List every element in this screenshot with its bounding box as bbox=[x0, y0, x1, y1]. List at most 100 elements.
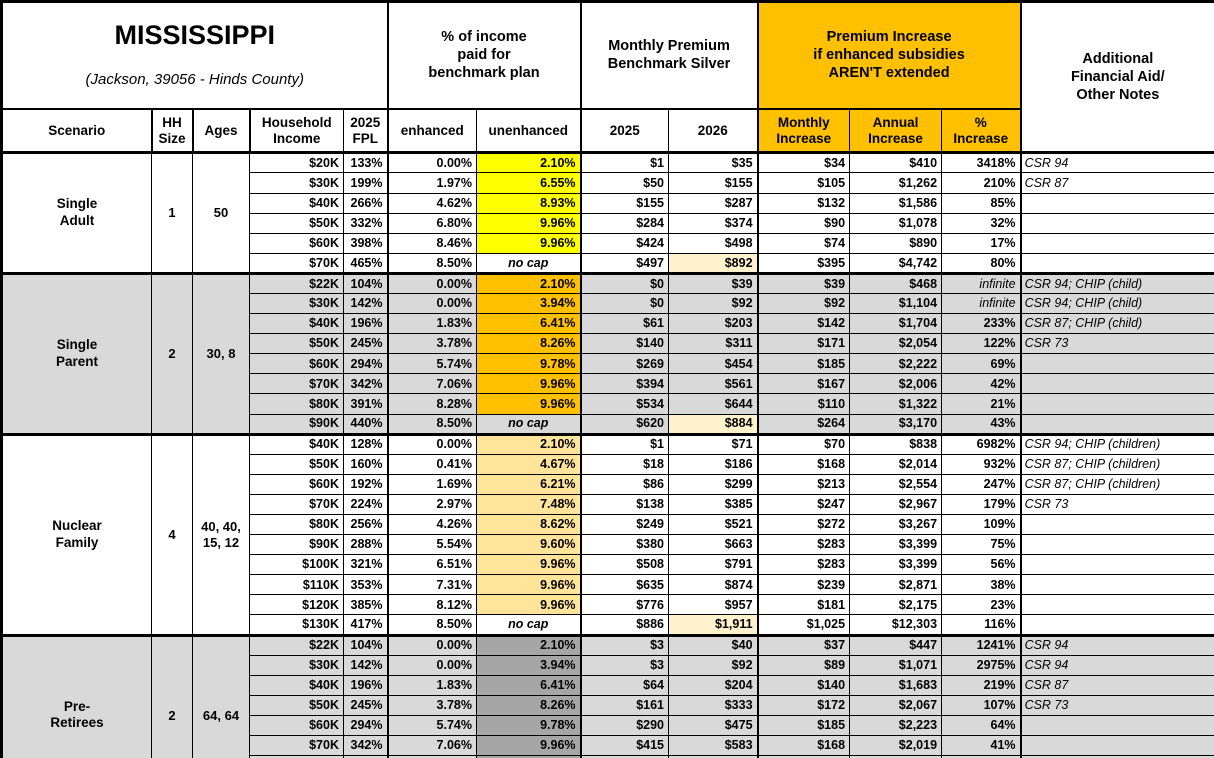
annual-cell: $1,078 bbox=[849, 212, 943, 234]
annual-cell: $2,067 bbox=[849, 694, 943, 716]
p2025-cell: $64 bbox=[579, 674, 670, 696]
annual-cell: $468 bbox=[849, 271, 943, 294]
monthly-cell: $283 bbox=[756, 534, 851, 556]
data-row: $80K 391% 8.28% 9.96% $534 $644 $110 $1,322 21% bbox=[1, 393, 1214, 415]
annual-cell: $2,871 bbox=[849, 574, 943, 596]
data-row: Pre- Retirees 2 64, 64 $22K 104% 0.00% 2.10% $3… bbox=[1, 633, 1214, 758]
monthly-cell: $168 bbox=[756, 735, 851, 757]
unenhanced-cell: 9.96% bbox=[475, 594, 582, 616]
income-cell: $30K bbox=[249, 654, 344, 676]
annual-cell: $410 bbox=[849, 151, 943, 174]
annual-cell: $1,683 bbox=[849, 674, 943, 696]
enhanced-cell: 7.31% bbox=[386, 574, 477, 596]
notes-cell: CSR 94; CHIP (child) bbox=[1019, 292, 1214, 315]
monthly-cell: $1,025 bbox=[756, 614, 851, 636]
monthly-cell: $140 bbox=[756, 674, 851, 696]
unenhanced-cell: 8.93% bbox=[475, 192, 582, 214]
p2025-cell: $161 bbox=[579, 694, 670, 716]
data-row: $60K 398% 8.46% 9.96% $424 $498 $74 $890 17% bbox=[1, 232, 1214, 254]
p2026-cell: $385 bbox=[668, 493, 759, 516]
p2025-cell: $886 bbox=[579, 614, 670, 636]
annual-cell: $447 bbox=[849, 633, 943, 656]
enhanced-cell: 8.50% bbox=[386, 413, 477, 435]
pct-cell: 23% bbox=[941, 594, 1022, 616]
income-cell: $40K bbox=[249, 674, 344, 696]
income-cell: $130K bbox=[249, 614, 344, 636]
fpl-cell: 440% bbox=[343, 413, 388, 435]
monthly-cell: $247 bbox=[756, 493, 851, 516]
annual-cell: $2,019 bbox=[849, 735, 943, 757]
notes-cell bbox=[1019, 252, 1214, 274]
pct-cell: 75% bbox=[941, 534, 1022, 556]
column-header-scenario: Scenario bbox=[1, 108, 152, 155]
notes-cell: CSR 94 bbox=[1019, 654, 1214, 676]
notes-cell bbox=[1019, 594, 1214, 616]
enhanced-cell: 7.06% bbox=[386, 373, 477, 395]
column-group-monthly-premium: Monthly Premium Benchmark Silver bbox=[579, 0, 759, 110]
enhanced-cell: 4.62% bbox=[386, 192, 477, 214]
page-title: MISSISSIPPI bbox=[114, 20, 276, 51]
fpl-cell: 224% bbox=[343, 493, 388, 516]
unenhanced-cell: 9.96% bbox=[475, 735, 582, 757]
p2025-cell: $508 bbox=[579, 554, 670, 576]
data-row: $50K 332% 6.80% 9.96% $284 $374 $90 $1,078 32% bbox=[1, 212, 1214, 234]
fpl-cell: 321% bbox=[343, 554, 388, 576]
fpl-cell: 245% bbox=[343, 694, 388, 716]
annual-cell: $3,170 bbox=[849, 413, 943, 435]
fpl-cell: 465% bbox=[343, 252, 388, 274]
p2025-cell: $86 bbox=[579, 473, 670, 495]
notes-cell: CSR 94; CHIP (children) bbox=[1019, 432, 1214, 455]
unenhanced-cell: 9.96% bbox=[475, 574, 582, 596]
p2025-cell: $50 bbox=[579, 172, 670, 194]
annual-cell: $2,054 bbox=[849, 333, 943, 355]
enhanced-cell: 4.26% bbox=[386, 513, 477, 536]
pct-cell: 32% bbox=[941, 212, 1022, 234]
p2026-cell: $892 bbox=[668, 252, 759, 274]
p2026-cell: $92 bbox=[668, 292, 759, 315]
notes-cell: CSR 87 bbox=[1019, 674, 1214, 696]
annual-cell: $1,322 bbox=[849, 393, 943, 415]
income-cell: $100K bbox=[249, 554, 344, 576]
income-cell: $110K bbox=[249, 574, 344, 596]
income-cell: $70K bbox=[249, 252, 344, 274]
annual-cell: $2,175 bbox=[849, 594, 943, 616]
monthly-cell: $181 bbox=[756, 594, 851, 616]
notes-cell bbox=[1019, 614, 1214, 636]
column-header-2025: 2025 bbox=[579, 108, 670, 155]
fpl-cell: 192% bbox=[343, 473, 388, 495]
p2026-cell: $663 bbox=[668, 534, 759, 556]
page-subtitle: (Jackson, 39056 - Hinds County) bbox=[85, 70, 304, 88]
p2026-cell: $35 bbox=[668, 151, 759, 174]
notes-cell bbox=[1019, 714, 1214, 737]
notes-cell bbox=[1019, 192, 1214, 214]
p2025-cell: $1 bbox=[579, 432, 670, 455]
notes-cell: CSR 94 bbox=[1019, 151, 1214, 174]
enhanced-cell: 8.46% bbox=[386, 232, 477, 254]
fpl-cell: 332% bbox=[343, 212, 388, 234]
column-group-notes: Additional Financial Aid/ Other Notes bbox=[1019, 0, 1214, 154]
annual-cell: $1,704 bbox=[849, 313, 943, 335]
notes-cell bbox=[1019, 373, 1214, 395]
pct-cell: 1241% bbox=[941, 633, 1022, 656]
unenhanced-cell: 7.48% bbox=[475, 493, 582, 516]
unenhanced-cell: 9.96% bbox=[475, 373, 582, 395]
column-header-2025-fpl: 2025 FPL bbox=[343, 108, 388, 155]
annual-cell: $3,399 bbox=[849, 534, 943, 556]
column-header-2026: 2026 bbox=[668, 108, 759, 155]
p2025-cell: $140 bbox=[579, 333, 670, 355]
income-cell: $60K bbox=[249, 353, 344, 375]
pct-cell: 122% bbox=[941, 333, 1022, 355]
unenhanced-cell: 6.21% bbox=[475, 473, 582, 495]
pct-cell: 80% bbox=[941, 252, 1022, 274]
pct-cell: 43% bbox=[941, 413, 1022, 435]
income-cell: $80K bbox=[249, 513, 344, 536]
column-header-monthly-increase: Monthly Increase bbox=[756, 108, 851, 155]
enhanced-cell: 1.97% bbox=[386, 172, 477, 194]
data-row: $60K 192% 1.69% 6.21% $86 $299 $213 $2,554 247% C… bbox=[1, 473, 1214, 495]
unenhanced-cell: 6.41% bbox=[475, 674, 582, 696]
p2026-cell: $40 bbox=[668, 633, 759, 656]
fpl-cell: 294% bbox=[343, 714, 388, 737]
unenhanced-cell: 8.26% bbox=[475, 333, 582, 355]
